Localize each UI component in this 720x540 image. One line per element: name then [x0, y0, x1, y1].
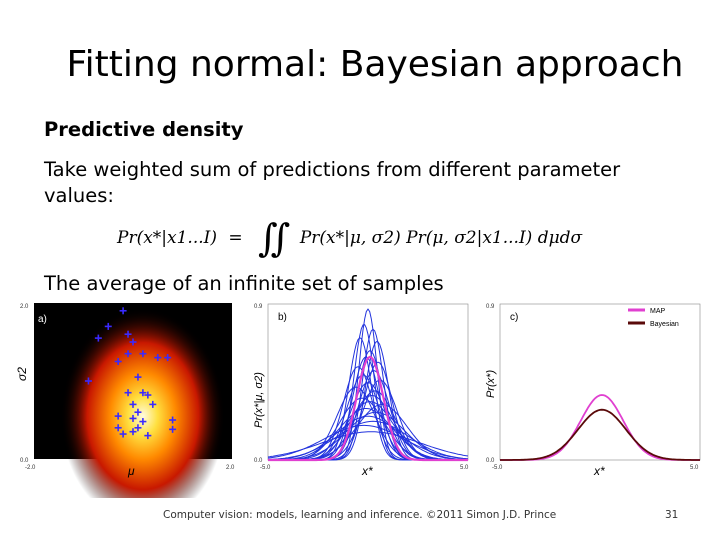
sample-cross [114, 424, 122, 432]
sample-density-curve [268, 408, 468, 461]
sample-density-curve [267, 420, 469, 460]
sample-cross [119, 430, 127, 438]
sample-cross [154, 354, 162, 362]
sample-cross [124, 389, 132, 397]
panel-b-likelihood-samples: b) 0.9 0.0 -5.0 5.0 x* Pr(x*|μ, σ2) [253, 303, 469, 478]
sample-cross [84, 377, 92, 385]
legend-map-label: MAP [650, 308, 666, 315]
sample-density-curves [267, 308, 469, 462]
sample-cross [124, 330, 132, 338]
sample-cross [134, 373, 142, 381]
slide-title: Fitting normal: Bayesian approach [66, 44, 684, 85]
posterior-heat-blob [60, 308, 225, 498]
panel-c-ylabel: Pr(x*) [485, 370, 497, 398]
eq-lhs: Pr(x*|x1...I) [117, 228, 217, 248]
panel-a-label: a) [38, 314, 47, 325]
predictive-density-equation: Pr(x*|x1...I) = ∬ Pr(x*|μ, σ2) Pr(μ, σ2|… [117, 216, 582, 260]
panel-a-ylabel: σ2 [15, 367, 29, 381]
panel-a-xlabel: μ [127, 464, 135, 478]
panel-b-xtick-max: 5.0 [460, 465, 469, 471]
sample-cross [134, 424, 142, 432]
sample-cross [149, 400, 157, 408]
body-text-1-line1: Take weighted sum of predictions from di… [44, 158, 621, 181]
panel-a-ytick-max: 2.0 [20, 304, 29, 310]
sample-cross [129, 414, 137, 422]
body-text-1-line2: values: [44, 184, 114, 207]
sample-cross [94, 334, 102, 342]
bayesian-predictive-curve [500, 408, 700, 461]
body-text-2: The average of an infinite set of sample… [44, 272, 444, 295]
predictive-curves [500, 394, 700, 461]
sample-density-curve [267, 411, 469, 461]
sample-cross [139, 389, 147, 397]
eq-term2: Pr(μ, σ2|x1...I) [406, 228, 533, 248]
panel-c-frame [499, 303, 701, 461]
panel-b-label: b) [278, 312, 287, 323]
footer-citation: Computer vision: models, learning and in… [163, 509, 557, 521]
sample-cross [124, 350, 132, 358]
sample-cross [139, 418, 147, 426]
sample-cross [119, 307, 127, 315]
sample-density-curve [267, 431, 469, 458]
sample-cross [134, 408, 142, 416]
body-text-1: Take weighted sum of predictions from di… [44, 157, 620, 209]
sample-cross [164, 354, 172, 362]
figure-panels: a) 2.0 0.0 -2.0 2.0 μ σ2 b) 0.9 0.0 -5.0… [15, 303, 701, 498]
sample-cross [129, 338, 137, 346]
sample-cross [129, 400, 137, 408]
sample-cross [169, 425, 177, 433]
sample-cross [144, 391, 152, 399]
panel-a-ytick-min: 0.0 [20, 458, 29, 464]
panel-b-xtick-min: -5.0 [260, 465, 271, 471]
sample-cross [139, 350, 147, 358]
double-integral-symbol: ∬ [258, 216, 291, 260]
panel-c-xtick-min: -5.0 [492, 465, 503, 471]
eq-differential: dμdσ [537, 228, 583, 248]
sample-cross [104, 322, 112, 330]
panel-a-xtick-min: -2.0 [25, 465, 36, 471]
sample-cross [169, 416, 177, 424]
panel-c-xtick-max: 5.0 [690, 465, 699, 471]
panel-b-ytick-min: 0.0 [254, 458, 263, 464]
sample-cross [114, 358, 122, 365]
panel-a-heatmap: a) 2.0 0.0 -2.0 2.0 μ σ2 [15, 303, 235, 498]
sample-crosses [84, 307, 177, 440]
sample-cross [129, 428, 137, 436]
map-density-curve [268, 355, 468, 462]
sample-cross [144, 432, 152, 440]
panel-a-xtick-max: 2.0 [226, 465, 235, 471]
eq-term1: Pr(x*|μ, σ2) [299, 228, 401, 248]
sample-cross [114, 412, 122, 420]
panel-c-ytick-min: 0.0 [486, 458, 495, 464]
section-heading: Predictive density [44, 118, 244, 141]
panel-c-xlabel: x* [593, 464, 605, 478]
panel-b-xlabel: x* [361, 464, 373, 478]
eq-equals: = [228, 228, 243, 248]
panel-c-predictive: c) MAP Bayesian 0.9 0.0 -5.0 5.0 x* Pr(x… [485, 303, 701, 478]
page-number: 31 [665, 509, 679, 521]
panel-c-label: c) [510, 312, 518, 323]
panel-b-ylabel: Pr(x*|μ, σ2) [253, 372, 265, 428]
panel-b-ytick-max: 0.9 [254, 304, 263, 310]
legend-bayesian-label: Bayesian [650, 321, 679, 328]
panel-c-ytick-max: 0.9 [486, 304, 495, 310]
